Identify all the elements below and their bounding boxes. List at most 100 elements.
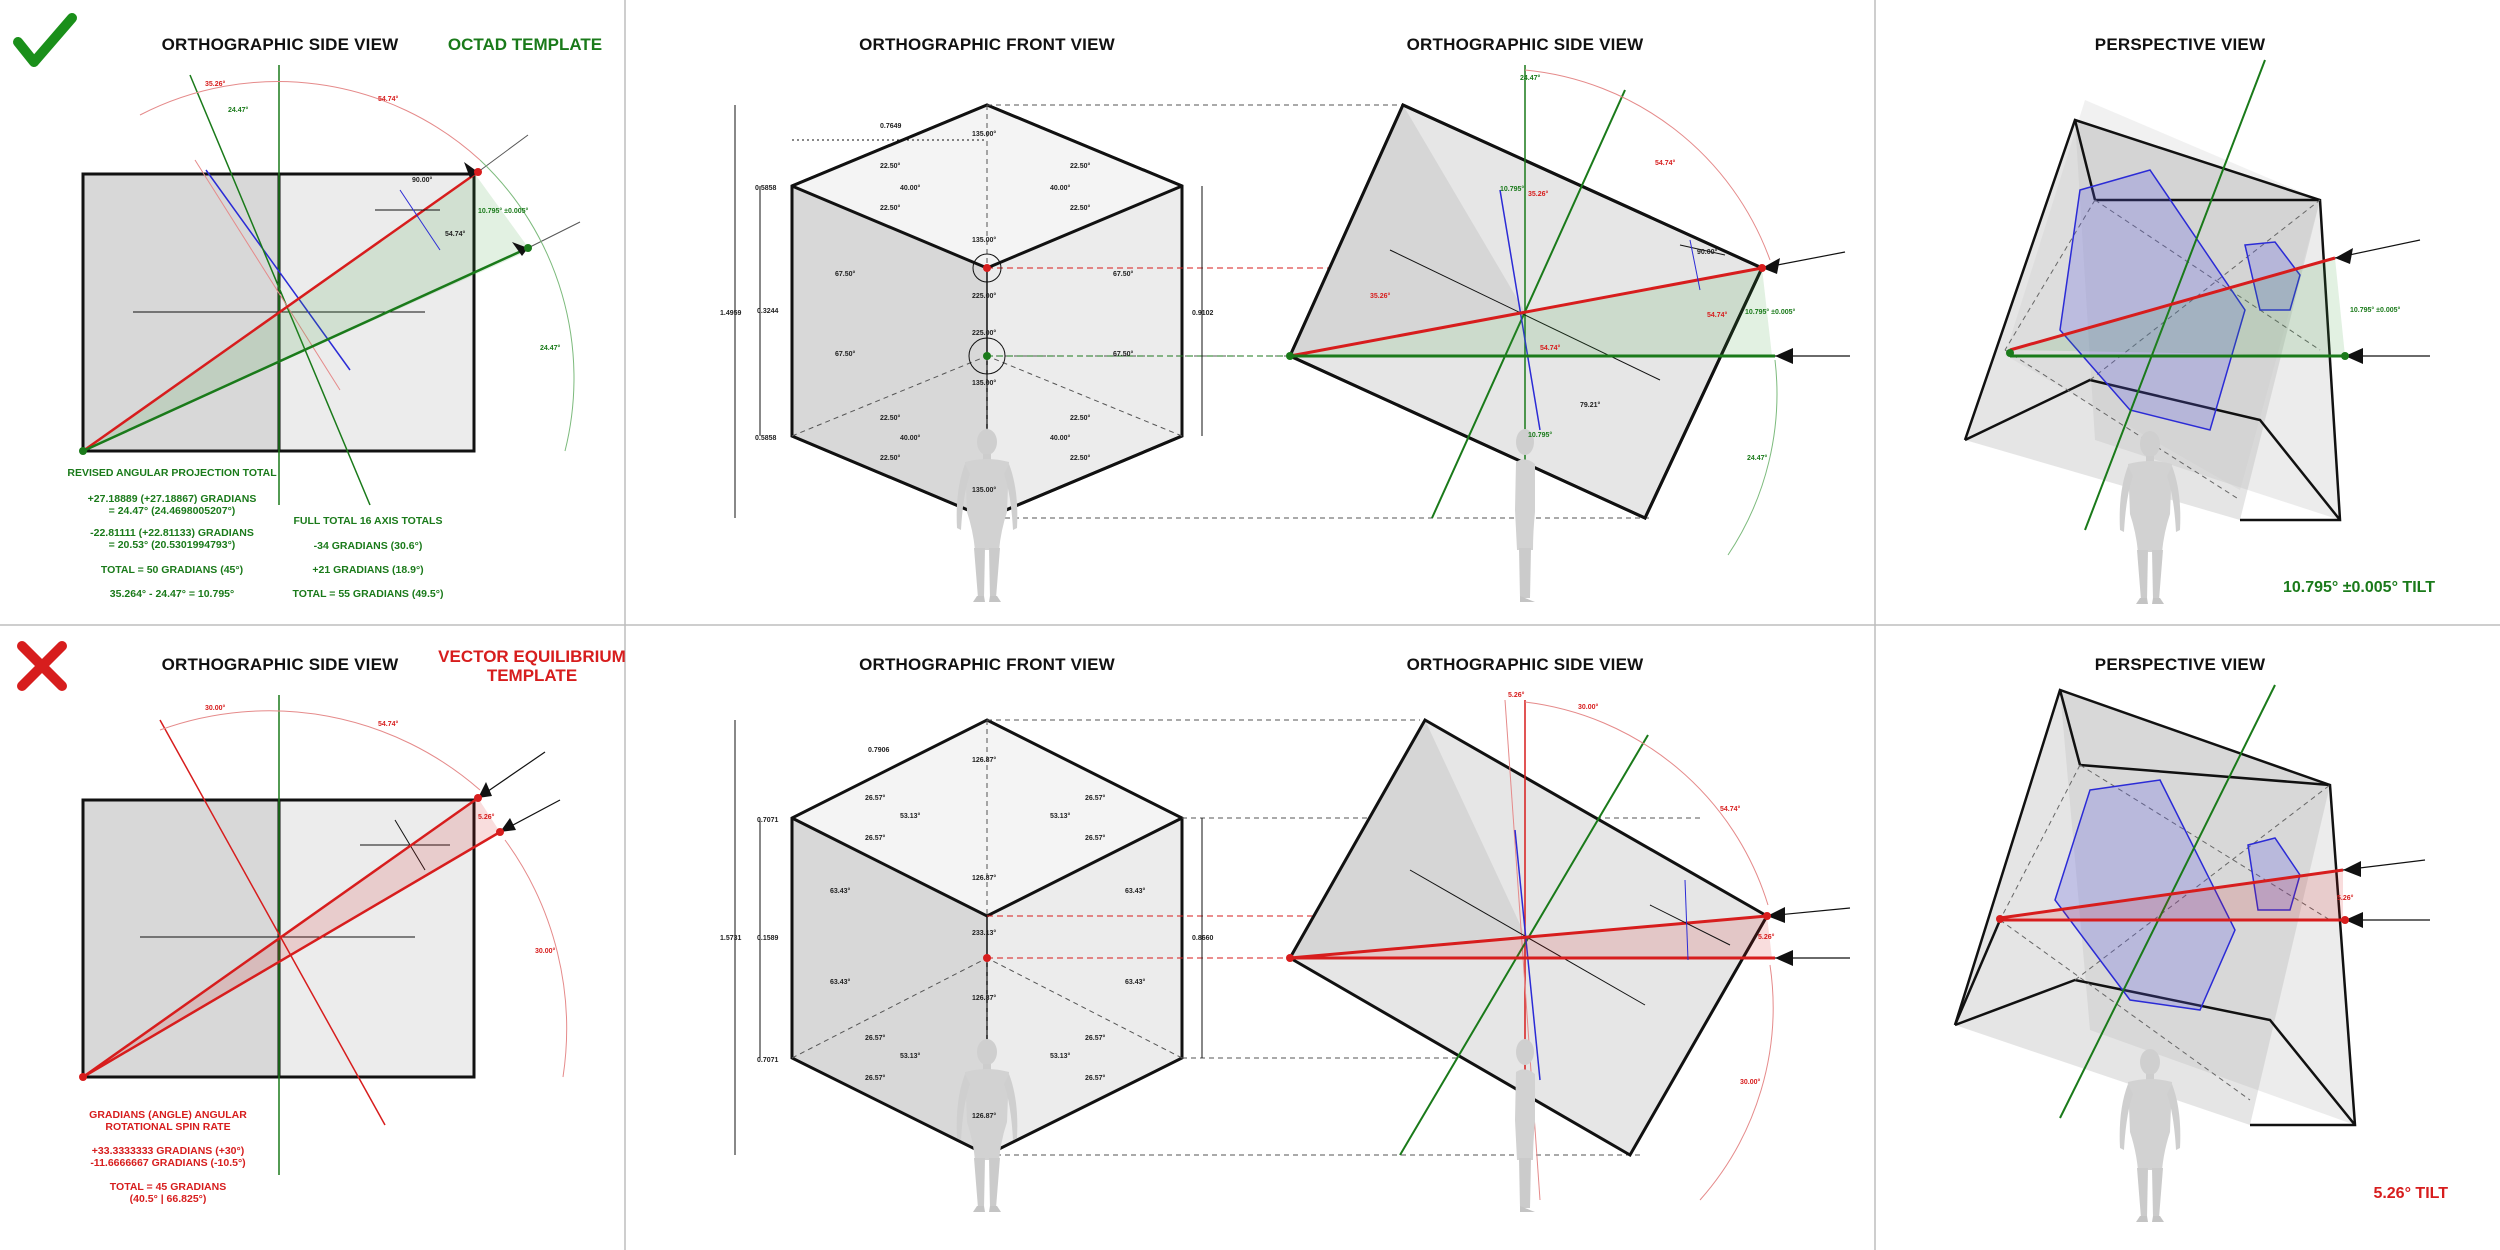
svg-text:53.13°: 53.13° [1050, 1052, 1071, 1060]
svg-text:22.50°: 22.50° [1070, 204, 1091, 212]
svg-text:35.26°: 35.26° [1370, 292, 1391, 300]
angle-label: 90.00° [412, 176, 433, 184]
ve-template-label: VECTOR EQUILIBRIUM [438, 647, 626, 666]
svg-text:135.00°: 135.00° [972, 236, 996, 244]
angle-label: 35.26° [205, 80, 226, 88]
svg-text:0.5858: 0.5858 [755, 435, 777, 442]
top-side-view-title: ORTHOGRAPHIC SIDE VIEW [162, 35, 400, 54]
svg-text:ROTATIONAL SPIN RATE: ROTATIONAL SPIN RATE [105, 1121, 230, 1133]
bottom-front-view-title: ORTHOGRAPHIC FRONT VIEW [859, 655, 1116, 674]
svg-text:63.43°: 63.43° [1125, 887, 1146, 895]
top-front-view: 0.7649 0.5858 1.4959 0.3244 0.5858 0.910… [720, 103, 1760, 602]
top-side2-view: 24.47° 54.74° 10.795° 35.26° 35.26° 90.0… [1286, 65, 1850, 602]
svg-text:22.50°: 22.50° [1070, 162, 1091, 170]
svg-text:67.50°: 67.50° [835, 270, 856, 278]
svg-text:0.3244: 0.3244 [757, 308, 779, 315]
svg-text:0.7071: 0.7071 [757, 1057, 779, 1064]
svg-text:(40.5° | 66.825°): (40.5° | 66.825°) [130, 1193, 207, 1205]
svg-text:10.795° ±0.005°: 10.795° ±0.005° [1745, 308, 1796, 316]
svg-text:54.74°: 54.74° [1720, 805, 1741, 813]
svg-text:90.00°: 90.00° [1697, 248, 1718, 256]
svg-text:53.13°: 53.13° [1050, 812, 1071, 820]
angle-label: 10.795° ±0.005° [478, 207, 529, 215]
svg-text:30.00°: 30.00° [205, 704, 226, 712]
svg-text:26.57°: 26.57° [1085, 794, 1106, 802]
svg-text:40.00°: 40.00° [1050, 184, 1071, 192]
svg-text:40.00°: 40.00° [900, 434, 921, 442]
svg-text:22.50°: 22.50° [880, 454, 901, 462]
svg-text:10.795°: 10.795° [1500, 185, 1524, 193]
svg-text:54.74°: 54.74° [1540, 344, 1561, 352]
ve-template-label: TEMPLATE [487, 666, 577, 685]
top-front-view-title: ORTHOGRAPHIC FRONT VIEW [859, 35, 1116, 54]
svg-text:53.13°: 53.13° [900, 1052, 921, 1060]
svg-text:1.5731: 1.5731 [720, 935, 742, 942]
svg-text:233.13°: 233.13° [972, 929, 996, 937]
svg-text:26.57°: 26.57° [1085, 1034, 1106, 1042]
svg-text:126.87°: 126.87° [972, 994, 996, 1002]
svg-text:30.00°: 30.00° [1578, 703, 1599, 711]
svg-text:22.50°: 22.50° [1070, 414, 1091, 422]
svg-text:-11.6666667 GRADIANS (-10.5°): -11.6666667 GRADIANS (-10.5°) [90, 1157, 245, 1169]
angle-label: 24.47° [228, 106, 249, 114]
svg-text:TOTAL = 55 GRADIANS (49.5°): TOTAL = 55 GRADIANS (49.5°) [293, 588, 444, 600]
svg-text:135.00°: 135.00° [972, 130, 996, 138]
svg-text:30.00°: 30.00° [1740, 1078, 1761, 1086]
svg-text:22.50°: 22.50° [880, 414, 901, 422]
bottom-perspective-title: PERSPECTIVE VIEW [2095, 655, 2266, 674]
svg-text:35.26°: 35.26° [1528, 190, 1549, 198]
svg-text:0.7906: 0.7906 [868, 747, 890, 754]
top-perspective-title: PERSPECTIVE VIEW [2095, 35, 2266, 54]
svg-text:26.57°: 26.57° [865, 794, 886, 802]
svg-text:26.57°: 26.57° [865, 1074, 886, 1082]
svg-text:= 24.47° (24.4698005207°): = 24.47° (24.4698005207°) [109, 505, 236, 517]
svg-text:63.43°: 63.43° [830, 887, 851, 895]
svg-text:5.26°: 5.26° [1508, 691, 1525, 699]
octad-template-label: OCTAD TEMPLATE [448, 35, 602, 54]
svg-text:225.00°: 225.00° [972, 292, 996, 300]
svg-text:225.00°: 225.00° [972, 329, 996, 337]
bottom-tilt-label: 5.26° TILT [2373, 1185, 2448, 1202]
svg-text:10.795°: 10.795° [1528, 431, 1552, 439]
svg-text:22.50°: 22.50° [880, 204, 901, 212]
top-notes-left: REVISED ANGULAR PROJECTION TOTAL +27.188… [67, 467, 277, 600]
bottom-row-vector-equilibrium: ORTHOGRAPHIC SIDE VIEW VECTOR EQUILIBRIU… [17, 641, 2448, 1222]
svg-text:63.43°: 63.43° [830, 978, 851, 986]
svg-text:54.74°: 54.74° [1707, 311, 1728, 319]
svg-text:67.50°: 67.50° [835, 350, 856, 358]
svg-text:126.87°: 126.87° [972, 1112, 996, 1120]
svg-text:0.7071: 0.7071 [757, 817, 779, 824]
svg-text:-22.81111 (+22.81133) GRADIANS: -22.81111 (+22.81133) GRADIANS [90, 527, 254, 539]
svg-text:= 20.53° (20.5301994793°): = 20.53° (20.5301994793°) [109, 539, 236, 551]
top-perspective-view: 10.795° ±0.005° [1963, 59, 2430, 604]
svg-text:5.26°: 5.26° [2337, 894, 2354, 902]
svg-text:26.57°: 26.57° [1085, 834, 1106, 842]
svg-text:30.00°: 30.00° [535, 947, 556, 955]
svg-text:26.57°: 26.57° [865, 834, 886, 842]
svg-text:40.00°: 40.00° [900, 184, 921, 192]
svg-text:FULL TOTAL 16 AXIS TOTALS: FULL TOTAL 16 AXIS TOTALS [294, 515, 443, 527]
svg-text:22.50°: 22.50° [1070, 454, 1091, 462]
top-side-view: 35.26° 24.47° 54.74° 90.00° 10.795° ±0.0… [79, 65, 581, 506]
angle-label: 54.74° [378, 95, 399, 103]
top-notes-right: FULL TOTAL 16 AXIS TOTALS -34 GRADIANS (… [293, 515, 444, 600]
svg-text:10.795° ±0.005°: 10.795° ±0.005° [2350, 306, 2401, 314]
svg-text:135.00°: 135.00° [972, 486, 996, 494]
svg-text:53.13°: 53.13° [900, 812, 921, 820]
svg-text:26.57°: 26.57° [1085, 1074, 1106, 1082]
svg-text:67.50°: 67.50° [1113, 350, 1134, 358]
top-row-octad: ORTHOGRAPHIC SIDE VIEW OCTAD TEMPLATE [13, 13, 2435, 604]
svg-text:24.47°: 24.47° [1520, 74, 1541, 82]
svg-text:5.26°: 5.26° [1758, 933, 1775, 941]
svg-text:-34 GRADIANS (30.6°): -34 GRADIANS (30.6°) [314, 540, 423, 552]
svg-text:0.8660: 0.8660 [1192, 935, 1214, 942]
top-tilt-label: 10.795° ±0.005° TILT [2283, 579, 2435, 596]
svg-text:54.74°: 54.74° [1655, 159, 1676, 167]
svg-text:TOTAL = 45 GRADIANS: TOTAL = 45 GRADIANS [110, 1181, 226, 1193]
svg-text:67.50°: 67.50° [1113, 270, 1134, 278]
bottom-side-view: 30.00° 54.74° 5.26° 30.00° [79, 695, 568, 1175]
svg-text:+33.3333333 GRADIANS (+30°): +33.3333333 GRADIANS (+30°) [92, 1145, 244, 1157]
bottom-notes: GRADIANS (ANGLE) ANGULAR ROTATIONAL SPIN… [89, 1109, 247, 1205]
